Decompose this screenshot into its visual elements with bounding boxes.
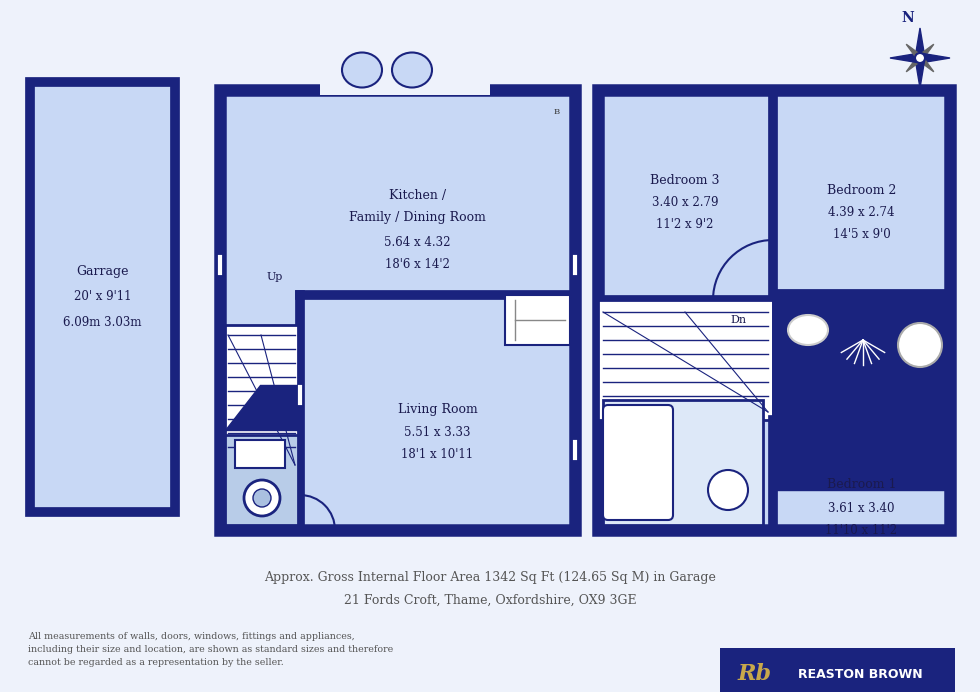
Polygon shape — [915, 58, 925, 88]
Text: 21 Fords Croft, Thame, Oxfordshire, OX9 3GE: 21 Fords Croft, Thame, Oxfordshire, OX9 … — [344, 594, 636, 606]
Text: Kitchen /: Kitchen / — [389, 188, 446, 201]
Polygon shape — [918, 44, 934, 60]
Polygon shape — [225, 385, 298, 430]
Text: N: N — [902, 11, 914, 25]
Text: 3.61 x 3.40: 3.61 x 3.40 — [828, 502, 895, 514]
Circle shape — [253, 489, 271, 507]
Polygon shape — [890, 53, 920, 63]
Text: Dn: Dn — [730, 315, 746, 325]
FancyBboxPatch shape — [603, 405, 673, 520]
Bar — [603, 400, 763, 525]
Text: Bedroom 2: Bedroom 2 — [827, 183, 896, 197]
Text: All measurements of walls, doors, windows, fittings and appliances,
including th: All measurements of walls, doors, window… — [28, 632, 393, 667]
Bar — [773, 290, 950, 420]
Text: Bedroom 1: Bedroom 1 — [827, 478, 897, 491]
Text: Living Room: Living Room — [398, 403, 477, 417]
Text: Rb: Rb — [738, 663, 772, 685]
Polygon shape — [918, 56, 934, 72]
Text: 18'6 x 14'2: 18'6 x 14'2 — [385, 257, 450, 271]
Text: 6.09m 3.03m: 6.09m 3.03m — [64, 316, 142, 329]
Bar — [720, 648, 955, 692]
Text: 20' x 9'11: 20' x 9'11 — [74, 291, 131, 304]
Polygon shape — [920, 53, 950, 63]
Bar — [220, 90, 575, 530]
Circle shape — [898, 323, 942, 367]
Text: Approx. Gross Internal Floor Area 1342 Sq Ft (124.65 Sq M) in Garage: Approx. Gross Internal Floor Area 1342 S… — [264, 572, 716, 585]
Text: 3.40 x 2.79: 3.40 x 2.79 — [652, 197, 718, 210]
Text: REASTON BROWN: REASTON BROWN — [798, 668, 922, 680]
Bar — [30, 82, 175, 512]
Text: Family / Dining Room: Family / Dining Room — [349, 212, 486, 224]
Circle shape — [708, 470, 748, 510]
Text: B: B — [554, 108, 560, 116]
Text: 5.51 x 3.33: 5.51 x 3.33 — [405, 426, 470, 439]
Bar — [235, 440, 285, 468]
Text: Up: Up — [267, 272, 283, 282]
Polygon shape — [915, 28, 925, 58]
Bar — [598, 300, 773, 420]
Text: 4.39 x 2.74: 4.39 x 2.74 — [828, 206, 895, 219]
Polygon shape — [906, 56, 922, 72]
Text: Garrage: Garrage — [76, 266, 128, 278]
Bar — [225, 435, 298, 525]
Ellipse shape — [342, 53, 382, 87]
Bar — [225, 325, 298, 470]
Text: 5.64 x 4.32: 5.64 x 4.32 — [384, 235, 451, 248]
Polygon shape — [906, 44, 922, 60]
Bar — [598, 90, 950, 530]
Text: Bedroom 3: Bedroom 3 — [651, 174, 719, 187]
Ellipse shape — [788, 315, 828, 345]
Bar — [320, 55, 490, 95]
Text: 11'10 x 11'2: 11'10 x 11'2 — [825, 524, 898, 536]
Text: 18'1 x 10'11: 18'1 x 10'11 — [402, 448, 473, 462]
Circle shape — [915, 53, 925, 63]
Ellipse shape — [392, 53, 432, 87]
Circle shape — [244, 480, 280, 516]
Text: 14'5 x 9'0: 14'5 x 9'0 — [833, 228, 891, 242]
Polygon shape — [773, 420, 950, 490]
Text: 11'2 x 9'2: 11'2 x 9'2 — [657, 219, 713, 232]
Bar — [505, 295, 570, 345]
